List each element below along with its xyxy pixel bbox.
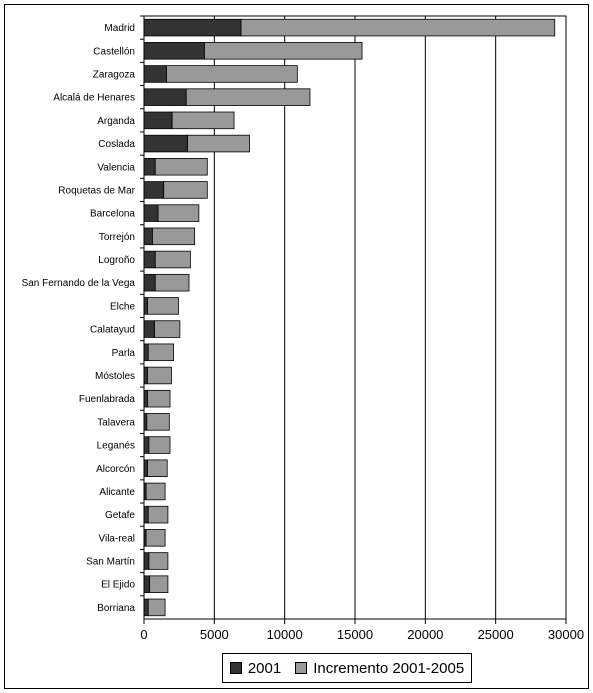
bar-incremento-9 bbox=[152, 227, 196, 246]
category-label-3: Alcalá de Henares bbox=[53, 93, 135, 104]
x-tick-label-3: 15000 bbox=[337, 627, 373, 642]
bar-incremento-24 bbox=[149, 575, 169, 593]
bar-incremento-23 bbox=[148, 552, 169, 570]
bar-2001-21 bbox=[143, 505, 149, 524]
bar-incremento-20 bbox=[145, 482, 166, 501]
category-label-22: Vila-real bbox=[99, 533, 136, 544]
bar-incremento-17 bbox=[146, 413, 170, 431]
category-label-1: Castellón bbox=[93, 46, 135, 57]
bar-incremento-12 bbox=[147, 297, 179, 315]
bar-2001-13 bbox=[143, 320, 155, 338]
bar-2001-0 bbox=[143, 18, 242, 37]
bar-2001-12 bbox=[143, 297, 148, 315]
bars bbox=[143, 18, 556, 617]
category-label-23: San Martín bbox=[86, 557, 135, 568]
x-tick-label-0: 0 bbox=[140, 627, 147, 642]
category-label-24: El Ejido bbox=[101, 580, 135, 591]
category-label-21: Getafe bbox=[105, 510, 135, 521]
bar-incremento-0 bbox=[240, 18, 556, 37]
bar-2001-18 bbox=[143, 436, 150, 454]
bar-incremento-19 bbox=[147, 459, 168, 477]
bar-2001-9 bbox=[143, 227, 153, 246]
category-label-15: Móstoles bbox=[95, 371, 135, 382]
category-label-12: Elche bbox=[110, 301, 135, 312]
category-label-10: Logroño bbox=[98, 255, 135, 266]
legend-item-2001: 2001 bbox=[229, 659, 282, 677]
legend-label-2001: 2001 bbox=[247, 659, 282, 677]
category-label-6: Valencia bbox=[97, 162, 135, 173]
x-tick-label-4: 20000 bbox=[407, 627, 443, 642]
bar-2001-6 bbox=[143, 158, 156, 176]
bar-2001-14 bbox=[143, 343, 149, 362]
x-tick-labels: 0 5000 10000 15000 20000 25000 30000 bbox=[140, 627, 584, 642]
bar-incremento-5 bbox=[187, 134, 250, 153]
category-label-11: San Fernando de la Vega bbox=[22, 278, 136, 289]
bar-incremento-11 bbox=[154, 273, 190, 292]
bar-incremento-14 bbox=[147, 343, 174, 362]
category-labels: Madrid Castellón Zaragoza Alcalá de Henares… bbox=[22, 23, 136, 614]
bar-2001-5 bbox=[143, 134, 189, 153]
bar-incremento-7 bbox=[163, 181, 208, 199]
bar-2001-1 bbox=[143, 42, 205, 60]
bar-incremento-21 bbox=[147, 505, 169, 524]
bar-incremento-13 bbox=[154, 320, 181, 338]
category-label-18: Leganés bbox=[97, 441, 135, 452]
chart-frame bbox=[4, 4, 589, 689]
bar-2001-23 bbox=[143, 552, 150, 570]
category-label-2: Zaragoza bbox=[93, 69, 136, 80]
category-label-7: Roquetas de Mar bbox=[58, 185, 135, 196]
bar-2001-8 bbox=[143, 204, 159, 222]
legend: 2001 Incremento 2001-2005 bbox=[222, 653, 472, 683]
bar-incremento-25 bbox=[147, 598, 166, 617]
legend-item-incremento: Incremento 2001-2005 bbox=[295, 660, 464, 677]
x-tick-label-1: 5000 bbox=[200, 627, 229, 642]
category-label-9: Torrejón bbox=[99, 232, 135, 243]
axes bbox=[140, 15, 567, 624]
category-label-16: Fuenlabrada bbox=[79, 394, 136, 405]
bar-2001-15 bbox=[143, 366, 148, 385]
category-label-19: Alcorcón bbox=[96, 464, 135, 475]
bar-2001-2 bbox=[143, 65, 167, 83]
bar-2001-4 bbox=[143, 111, 173, 130]
x-tick-label-6: 30000 bbox=[548, 627, 584, 642]
bar-2001-10 bbox=[143, 250, 156, 269]
bar-2001-3 bbox=[143, 88, 187, 106]
bar-2001-24 bbox=[143, 575, 151, 593]
category-label-14: Parla bbox=[112, 348, 136, 359]
category-label-25: Borriana bbox=[97, 603, 135, 614]
bar-incremento-8 bbox=[157, 204, 200, 222]
bar-incremento-3 bbox=[185, 88, 311, 106]
category-label-4: Arganda bbox=[97, 116, 135, 127]
bar-2001-11 bbox=[143, 273, 156, 292]
bar-incremento-18 bbox=[148, 436, 171, 454]
bar-incremento-15 bbox=[147, 366, 172, 385]
bar-2001-19 bbox=[143, 459, 148, 477]
legend-swatch-incremento bbox=[295, 662, 308, 674]
category-label-5: Coslada bbox=[98, 139, 135, 150]
legend-label-incremento: Incremento 2001-2005 bbox=[313, 659, 465, 677]
bar-incremento-22 bbox=[145, 529, 166, 547]
bar-incremento-1 bbox=[204, 42, 363, 60]
legend-swatch-2001 bbox=[229, 662, 242, 674]
bar-incremento-10 bbox=[154, 250, 191, 269]
category-label-13: Calatayud bbox=[90, 325, 135, 336]
bar-2001-7 bbox=[143, 181, 165, 199]
bar-incremento-16 bbox=[147, 389, 171, 408]
bar-incremento-6 bbox=[154, 158, 208, 176]
gridlines bbox=[213, 16, 567, 619]
category-label-0: Madrid bbox=[104, 23, 135, 34]
category-label-20: Alicante bbox=[99, 487, 135, 498]
x-tick-label-2: 10000 bbox=[267, 627, 303, 642]
bar-incremento-4 bbox=[171, 111, 235, 130]
bar-2001-16 bbox=[143, 389, 148, 408]
x-tick-label-5: 25000 bbox=[478, 627, 514, 642]
category-label-17: Talavera bbox=[97, 417, 135, 428]
bar-incremento-2 bbox=[166, 65, 298, 83]
bar-2001-25 bbox=[143, 598, 149, 617]
category-label-8: Barcelona bbox=[90, 209, 135, 220]
